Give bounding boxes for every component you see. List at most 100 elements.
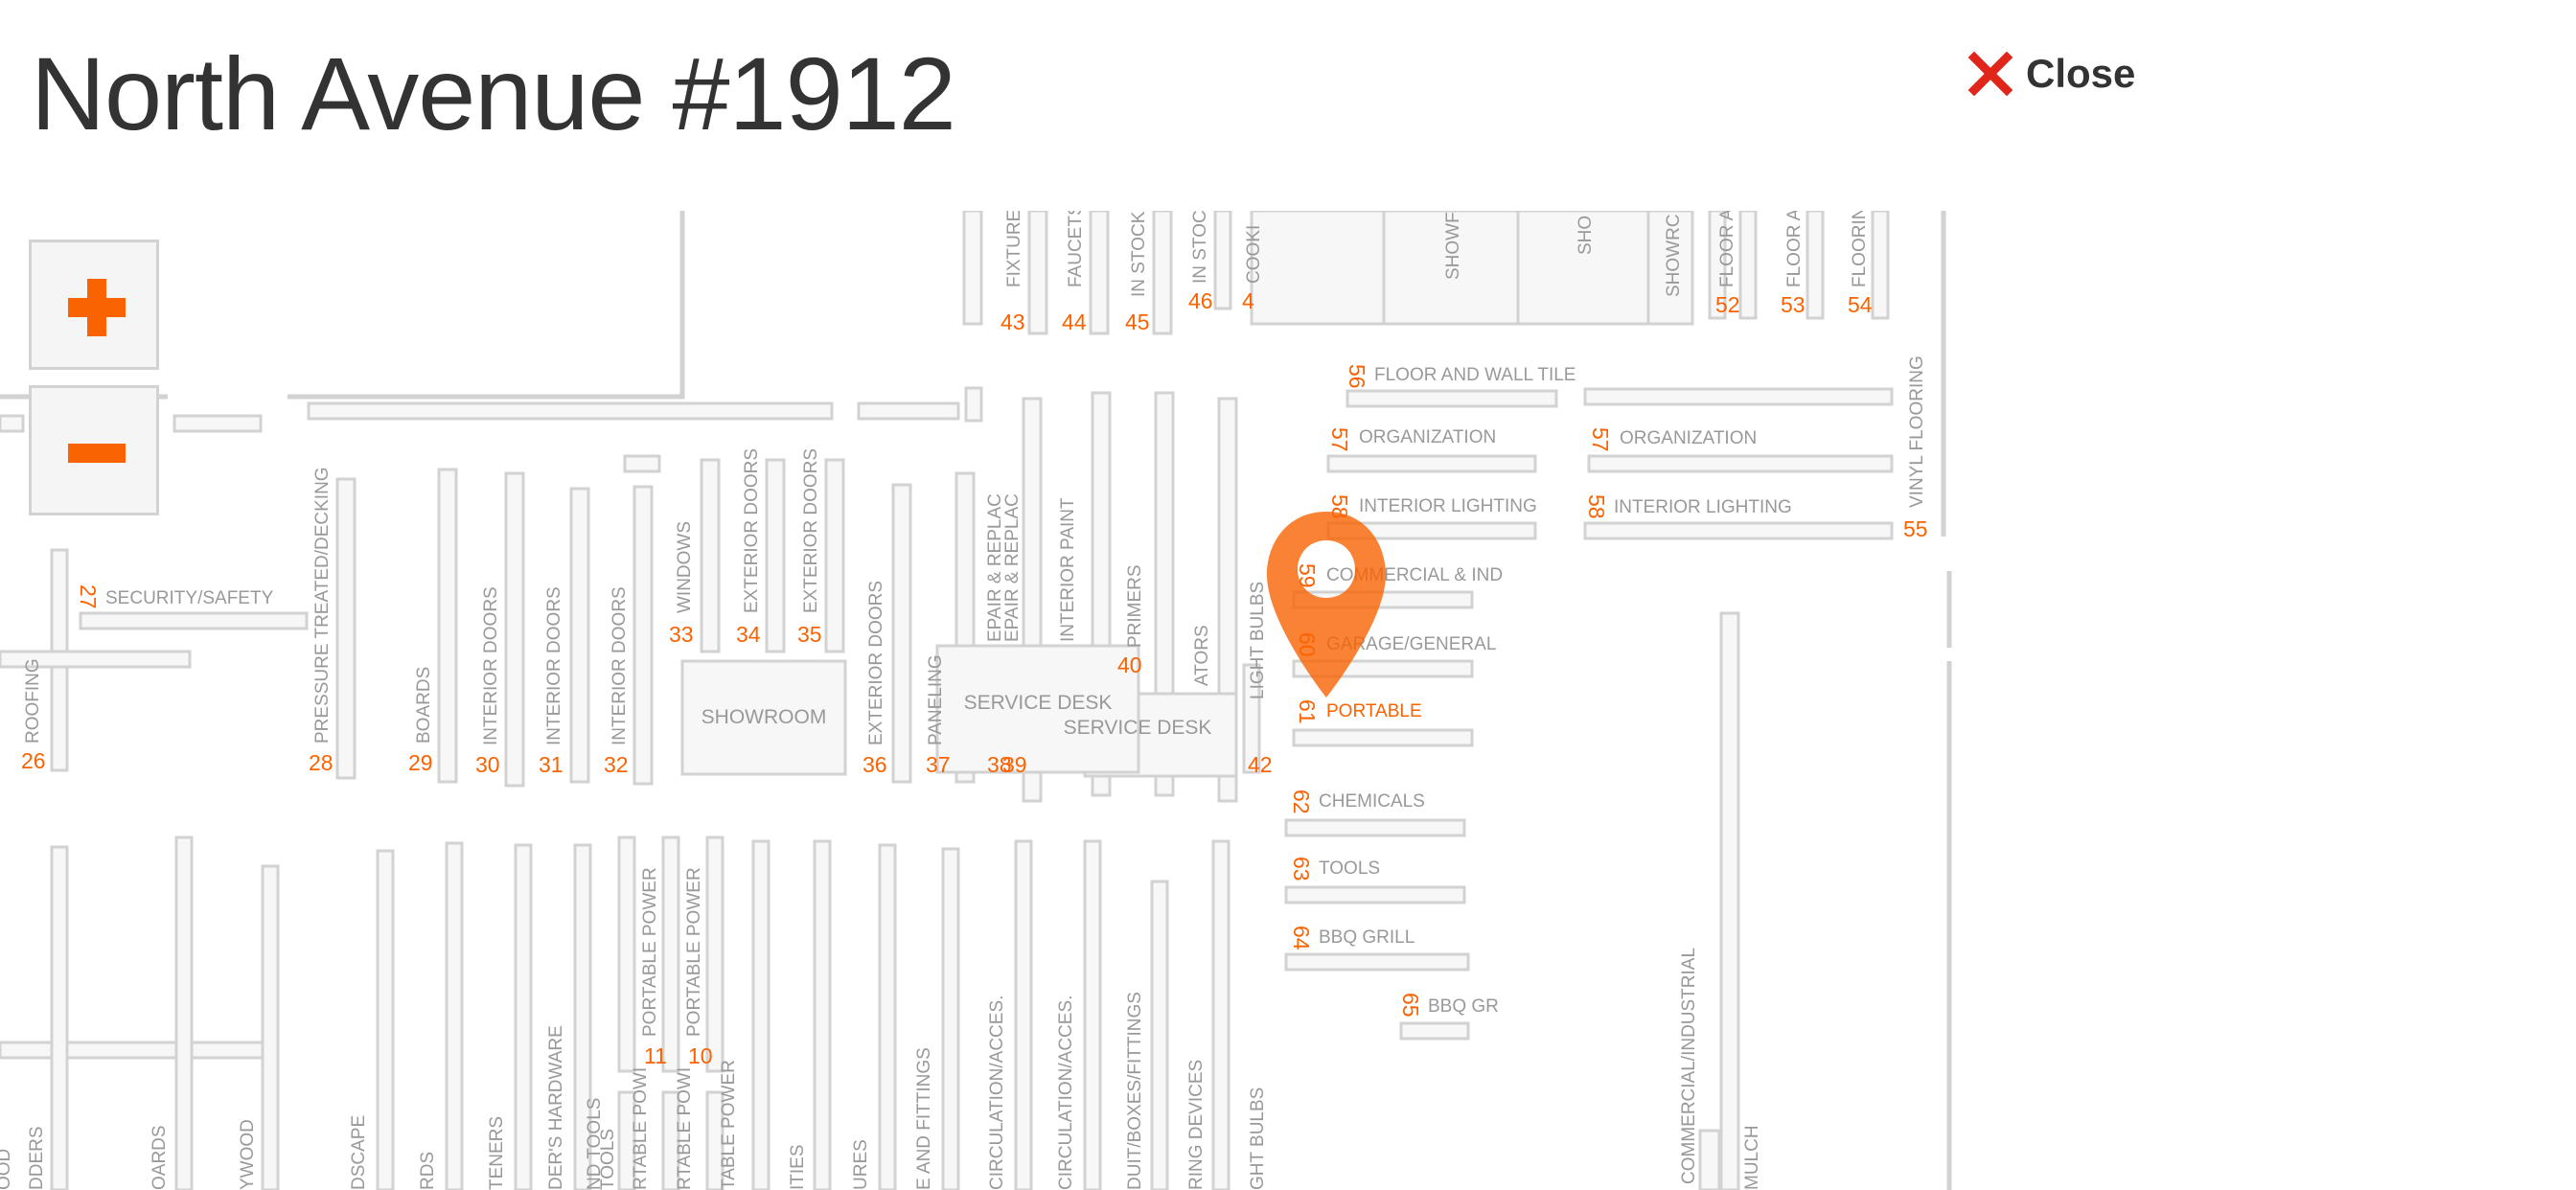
aisle-label: EPAIR & REPLAC xyxy=(1002,493,1023,642)
location-pin-icon[interactable] xyxy=(1267,512,1386,698)
map-areas: SHOWROOM SERVICE DESK SERVICE DESK xyxy=(702,692,1212,739)
aisle-label: E AND FITTINGS xyxy=(914,1047,934,1190)
aisle-label: DER'S HARDWARE xyxy=(546,1025,566,1190)
aisle-label: FLOORIN xyxy=(1850,211,1870,287)
aisle-number: 28 xyxy=(309,750,334,775)
aisle-label: COOKI xyxy=(1244,225,1264,284)
area-label: SHOWROOM xyxy=(702,706,827,728)
aisle-number: 55 xyxy=(1903,516,1928,541)
aisle-number: 54 xyxy=(1848,292,1873,317)
store-map[interactable]: SHOWROOM SERVICE DESK SERVICE DESK 27 SE… xyxy=(0,211,1955,1190)
aisle-label: FLOOR AND WALL TILE xyxy=(1374,365,1576,385)
aisle-label: VINYL FLOORING xyxy=(1907,355,1927,508)
top-aisle-labels: FIXTURES 43 FAUCETS 44 IN STOCK F 45 IN … xyxy=(1000,211,1928,541)
area-label: SERVICE DESK xyxy=(964,692,1113,714)
aisle-label: ORGANIZATION xyxy=(1359,427,1496,447)
aisle-label: EPAIR & REPLAC xyxy=(985,493,1005,642)
aisle-number: 27 xyxy=(76,584,101,609)
aisle-label: FLOOR A xyxy=(1717,211,1737,287)
aisle-number: 58 xyxy=(1584,494,1609,519)
close-button[interactable]: Close xyxy=(1968,40,2135,107)
close-label: Close xyxy=(2026,51,2136,96)
aisle-number: 64 xyxy=(1289,926,1314,950)
aisle-label: PANELING xyxy=(926,654,946,745)
bottom-aisle-labels: DDERS OOD OARDS YWOOD DSCAPE RDS TENERS … xyxy=(0,867,1762,1190)
aisle-number: 32 xyxy=(604,752,629,777)
aisle-label: IN STOCK F xyxy=(1129,211,1149,297)
aisle-label: TOOLS xyxy=(1319,858,1380,879)
aisle-label: DUIT/BOXES/FITTINGS xyxy=(1125,992,1145,1190)
aisle-label: INTERIOR DOORS xyxy=(544,586,564,745)
right-shelves xyxy=(1284,387,1894,972)
bottom-aisles xyxy=(50,835,1230,1190)
aisle-label: CHEMICALS xyxy=(1319,791,1425,812)
aisle-number: 11 xyxy=(644,1043,667,1068)
aisle-label: INTERIOR PAINT xyxy=(1058,497,1078,642)
zoom-in-button[interactable] xyxy=(29,240,159,370)
aisle-label: SHOWRC xyxy=(1664,214,1684,297)
aisle-number: 44 xyxy=(1062,309,1087,334)
aisle-label: ORGANIZATION xyxy=(1620,428,1757,448)
aisle-label: GARAGE/GENERAL xyxy=(1326,634,1496,654)
aisle-label-highlighted: PORTABLE xyxy=(1326,701,1422,721)
aisle-label: TENERS xyxy=(487,1116,507,1190)
aisle-label: WINDOWS xyxy=(675,521,695,613)
aisle-number: 38 xyxy=(987,752,1012,777)
aisle-number: 65 xyxy=(1398,993,1423,1018)
aisle-label: MULCH xyxy=(1742,1125,1762,1190)
map-walls xyxy=(0,211,1952,1190)
aisle-number: 40 xyxy=(1117,652,1142,677)
aisle-number: 37 xyxy=(926,752,951,777)
aisle-label: YWOOD xyxy=(238,1119,258,1190)
aisle-number: 57 xyxy=(1327,427,1352,452)
aisle-label: RTABLE POWI xyxy=(631,1067,651,1190)
aisle-label: DDERS xyxy=(27,1126,47,1190)
aisle-label: EXTERIOR DOORS xyxy=(742,448,762,613)
aisle-label: GHT BULBS xyxy=(1248,1087,1268,1190)
aisle-label: EXTERIOR DOORS xyxy=(801,448,821,613)
close-icon xyxy=(1968,52,2012,96)
aisle-label: TABLE POWER xyxy=(719,1060,739,1190)
aisle-label: PORTABLE POWER xyxy=(640,867,660,1037)
aisle-label: COMMERCIAL/INDUSTRIAL xyxy=(1679,948,1699,1184)
aisle-label: EXTERIOR DOORS xyxy=(866,581,886,745)
aisle-label: INTERIOR LIGHTING xyxy=(1614,497,1792,517)
aisle-number: 53 xyxy=(1781,292,1806,317)
aisle-number: 4 xyxy=(1242,288,1254,313)
aisle-label: INTERIOR LIGHTING xyxy=(1359,496,1537,516)
aisle-number: 45 xyxy=(1125,309,1150,334)
aisle-label: SHOWF xyxy=(1443,212,1463,280)
aisle-label: RTABLE POWI xyxy=(675,1067,695,1190)
aisle-label: CIRCULATION/ACCES. xyxy=(987,995,1007,1190)
aisle-number: 61 xyxy=(1295,699,1320,724)
aisle-number: 43 xyxy=(1000,309,1025,334)
aisle-number: 39 xyxy=(1002,752,1027,777)
aisle-label: ROOFING xyxy=(23,658,43,744)
aisle-label: TOOLS xyxy=(598,1129,618,1190)
aisle-label: LIGHT BULBS xyxy=(1248,582,1268,699)
aisle-label: IN STOCI xyxy=(1190,211,1210,284)
aisle-number: 29 xyxy=(408,750,433,775)
aisle-label: RING DEVICES xyxy=(1186,1060,1207,1190)
aisle-label: FLOOR A xyxy=(1784,211,1805,287)
aisle-label: PRIMERS xyxy=(1125,564,1145,648)
aisle-number: 63 xyxy=(1289,857,1314,881)
aisle-label: PRESSURE TREATED/DECKING xyxy=(312,467,333,744)
aisle-label: ITIES xyxy=(788,1144,808,1190)
aisle-label: FIXTURES xyxy=(1004,211,1024,287)
aisle-label: URES xyxy=(851,1139,871,1190)
aisle-number: 52 xyxy=(1715,292,1740,317)
aisle-label: INTERIOR DOORS xyxy=(481,586,501,745)
aisle-label: FAUCETS xyxy=(1066,211,1086,287)
aisle-number: 33 xyxy=(669,622,694,647)
area-label: SERVICE DESK xyxy=(1064,717,1212,739)
aisle-number: 31 xyxy=(539,752,564,777)
aisle-number: 46 xyxy=(1188,288,1213,313)
store-map-canvas[interactable]: SHOWROOM SERVICE DESK SERVICE DESK 27 SE… xyxy=(0,211,1955,1190)
aisle-label: BBQ GR xyxy=(1428,996,1499,1017)
aisle-label: SECURITY/SAFETY xyxy=(105,588,274,608)
aisle-label: RDS xyxy=(418,1152,438,1190)
aisle-label: CIRCULATION/ACCES. xyxy=(1056,995,1076,1190)
aisle-number: 56 xyxy=(1345,364,1369,389)
zoom-out-button[interactable] xyxy=(29,385,159,515)
